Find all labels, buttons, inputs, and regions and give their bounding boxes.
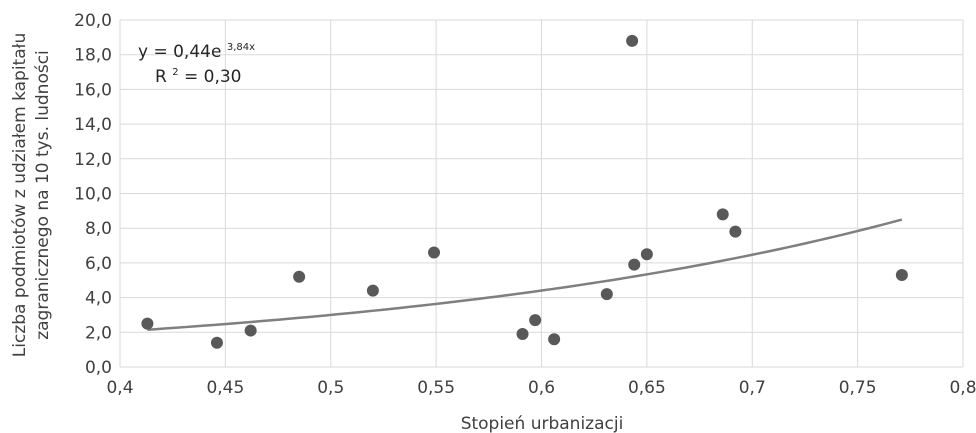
x-tick-label: 0,6: [528, 378, 555, 398]
data-point: [716, 208, 729, 221]
data-point: [428, 246, 441, 259]
grid-lines: [119, 19, 964, 368]
trendline-layer: [147, 218, 903, 331]
trend-r-squared: R 2 = 0,30: [155, 60, 242, 87]
r2-value: = 0,30: [184, 67, 242, 87]
y-tick-label: 10,0: [74, 185, 112, 205]
x-tick-labels: 0,4 0,45 0,5 0,55 0,6 0,65 0,7 0,75 0,8: [106, 378, 976, 398]
data-point: [293, 270, 306, 283]
data-point: [366, 284, 379, 297]
x-tick-label: 0,55: [417, 378, 455, 398]
y-tick-label: 0,0: [85, 358, 112, 378]
trend-equation: y = 0,44e 3,84x: [138, 42, 255, 62]
y-axis-label-line1: Liczba podmiotów z udziałem kapitału: [10, 33, 30, 358]
x-tick-label: 0,4: [106, 378, 133, 398]
data-point: [626, 34, 639, 47]
data-point: [244, 324, 257, 337]
x-axis-label: Stopień urbanizacji: [461, 414, 624, 433]
data-point: [548, 333, 561, 346]
r2-label: R: [155, 67, 167, 87]
x-tick-label: 0,65: [628, 378, 666, 398]
x-tick-label: 0,7: [739, 378, 766, 398]
data-point: [529, 314, 542, 327]
y-axis-label-line2: zagranicznego na 10 tys. ludności: [33, 50, 53, 340]
y-tick-label: 16,0: [74, 80, 112, 100]
data-point: [640, 248, 653, 261]
data-point: [895, 269, 908, 282]
y-tick-label: 20,0: [74, 11, 112, 31]
trend-equation-base: y = 0,44e: [138, 42, 221, 62]
y-tick-label: 8,0: [85, 219, 112, 239]
y-tick-label: 14,0: [74, 115, 112, 135]
trend-equation-exponent: 3,84x: [227, 42, 255, 53]
r2-superscript: 2: [172, 67, 178, 78]
y-tick-label: 18,0: [74, 46, 112, 66]
y-tick-labels: 0,0 2,0 4,0 6,0 8,0 10,0 12,0 14,0 16,0 18,0 20,0: [74, 11, 112, 378]
data-point: [516, 328, 529, 341]
data-point: [628, 258, 641, 271]
x-tick-label: 0,45: [206, 378, 244, 398]
x-tick-label: 0,8: [949, 378, 976, 398]
y-tick-label: 4,0: [85, 289, 112, 309]
x-tick-label: 0,5: [317, 378, 344, 398]
data-point: [729, 225, 742, 238]
data-point: [600, 288, 613, 301]
data-point: [141, 317, 154, 330]
x-tick-label: 0,75: [839, 378, 877, 398]
data-points: [141, 34, 908, 349]
y-tick-label: 6,0: [85, 254, 112, 274]
y-tick-label: 2,0: [85, 323, 112, 343]
data-point: [210, 336, 223, 349]
y-tick-label: 12,0: [74, 150, 112, 170]
trendline: [147, 218, 903, 331]
